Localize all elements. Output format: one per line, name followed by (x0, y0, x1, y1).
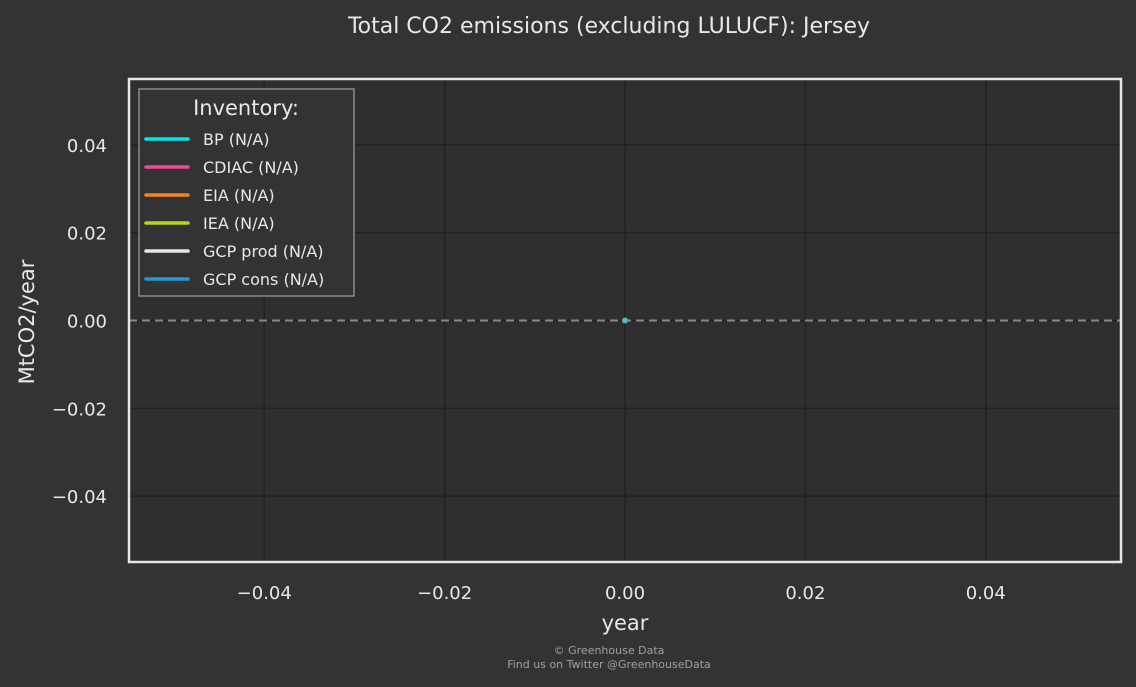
y-tick-labels: −0.04 −0.02 0.00 0.02 0.04 (52, 136, 107, 508)
legend-title: Inventory: (193, 96, 299, 120)
x-tick-label-2: 0.00 (605, 583, 645, 604)
y-tick-label-2: 0.00 (67, 312, 107, 333)
x-axis-label: year (602, 611, 649, 635)
x-tick-label-3: 0.02 (785, 583, 825, 604)
y-tick-label-4: 0.04 (67, 136, 107, 157)
x-tick-labels: −0.04 −0.02 0.00 0.02 0.04 (237, 583, 1006, 604)
legend-label-4: GCP prod (N/A) (203, 242, 324, 261)
x-tick-label-1: −0.02 (417, 583, 472, 604)
legend-items: BP (N/A) CDIAC (N/A) EIA (N/A) IEA (N/A) GCP… (144, 130, 324, 289)
data-point-0 (622, 317, 628, 324)
y-tick-label-3: 0.02 (67, 224, 107, 245)
x-tick-label-0: −0.04 (237, 583, 292, 604)
y-tick-label-1: −0.02 (52, 399, 107, 420)
legend: Inventory: BP (N/A) CDIAC (N/A) EIA (N/A) I… (138, 88, 355, 297)
footer-copyright: © Greenhouse Data (554, 644, 665, 657)
x-tick-label-4: 0.04 (966, 583, 1006, 604)
y-tick-label-0: −0.04 (52, 487, 107, 508)
y-axis-label: MtCO2/year (15, 259, 39, 384)
footer-twitter: Find us on Twitter @GreenhouseData (507, 658, 711, 671)
legend-label-5: GCP cons (N/A) (203, 270, 324, 289)
legend-label-0: BP (N/A) (203, 130, 270, 149)
marks (622, 317, 628, 324)
legend-label-2: EIA (N/A) (203, 186, 275, 205)
legend-label-1: CDIAC (N/A) (203, 158, 299, 177)
legend-label-3: IEA (N/A) (203, 214, 275, 233)
plot-frame (127, 77, 1123, 564)
legend-box (138, 88, 355, 297)
chart-title: Total CO2 emissions (excluding LULUCF): … (347, 14, 870, 39)
